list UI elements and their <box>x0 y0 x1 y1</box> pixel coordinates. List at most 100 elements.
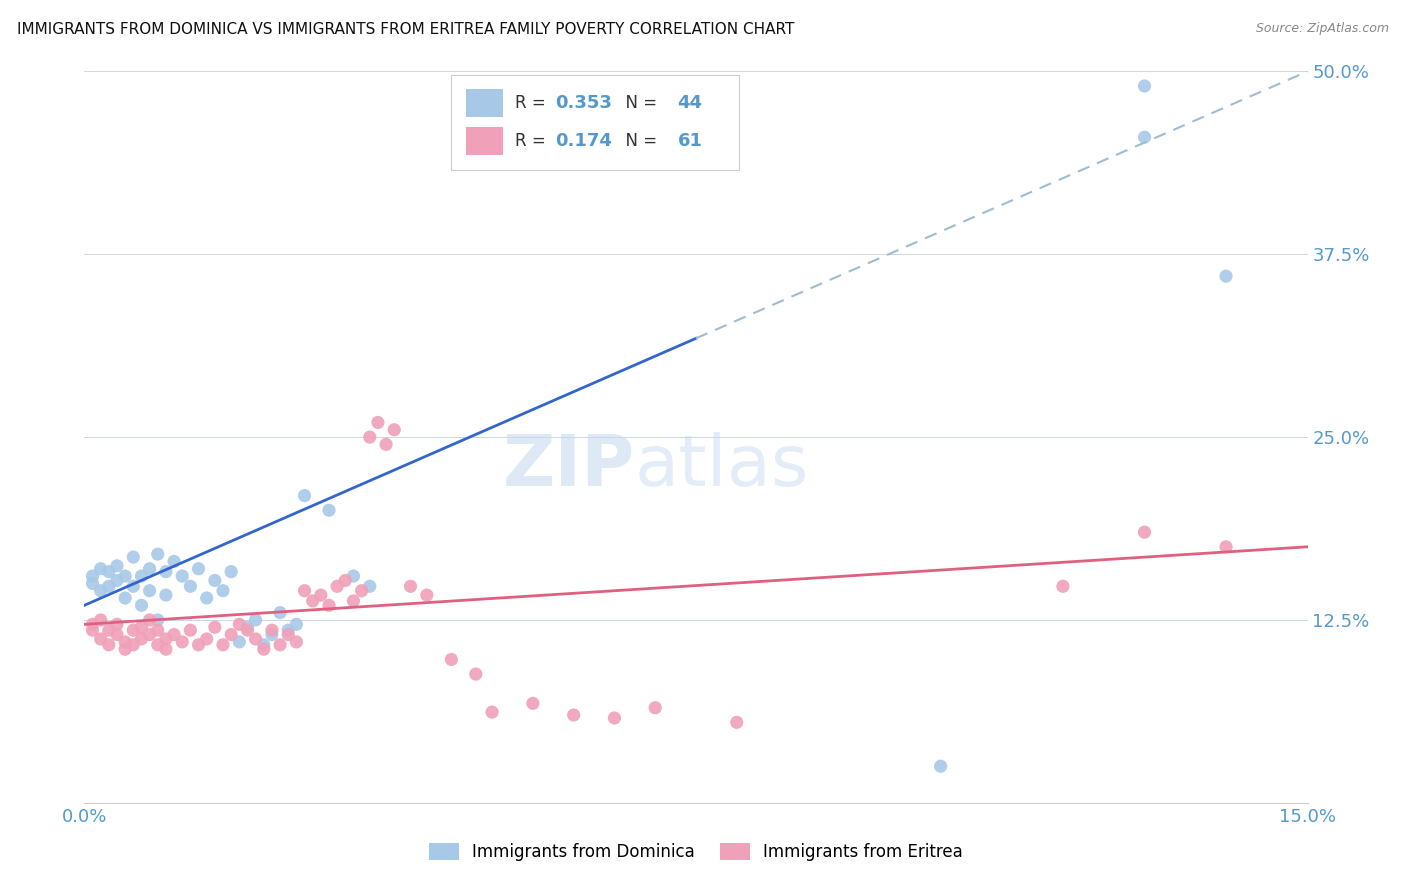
FancyBboxPatch shape <box>465 127 503 154</box>
Point <box>603 711 626 725</box>
Point <box>82 576 104 591</box>
Point <box>1215 540 1237 554</box>
Text: Source: ZipAtlas.com: Source: ZipAtlas.com <box>1256 22 1389 36</box>
Point <box>204 574 226 588</box>
Point <box>294 583 316 598</box>
Point <box>122 623 145 637</box>
Point <box>138 613 160 627</box>
Point <box>285 617 308 632</box>
Text: IMMIGRANTS FROM DOMINICA VS IMMIGRANTS FROM ERITREA FAMILY POVERTY CORRELATION C: IMMIGRANTS FROM DOMINICA VS IMMIGRANTS F… <box>17 22 794 37</box>
Point <box>172 635 194 649</box>
Point <box>253 638 276 652</box>
Point <box>155 632 177 646</box>
Point <box>562 708 585 723</box>
Point <box>382 423 405 437</box>
Point <box>522 696 544 710</box>
Point <box>122 579 145 593</box>
Point <box>359 430 381 444</box>
Point <box>294 489 316 503</box>
Point <box>90 632 112 646</box>
Point <box>929 759 952 773</box>
Point <box>97 565 120 579</box>
Point <box>219 627 242 641</box>
Point <box>219 565 242 579</box>
Point <box>179 579 201 593</box>
Point <box>90 613 112 627</box>
Text: R =: R = <box>515 94 551 112</box>
Text: N =: N = <box>616 132 662 150</box>
Point <box>204 620 226 634</box>
Point <box>82 623 104 637</box>
Point <box>342 569 364 583</box>
Point <box>1133 78 1156 93</box>
Point <box>97 623 120 637</box>
Point <box>464 667 486 681</box>
Point <box>146 547 169 561</box>
Point <box>138 583 160 598</box>
Point <box>1052 579 1074 593</box>
Point <box>155 642 177 657</box>
Point <box>114 635 136 649</box>
Text: 61: 61 <box>678 132 703 150</box>
Point <box>277 627 299 641</box>
Point <box>131 599 153 613</box>
Point <box>399 579 422 593</box>
Point <box>146 623 169 637</box>
Point <box>114 569 136 583</box>
Point <box>187 562 209 576</box>
Point <box>114 642 136 657</box>
FancyBboxPatch shape <box>451 75 738 170</box>
Text: N =: N = <box>616 94 662 112</box>
Point <box>179 623 201 637</box>
Point <box>350 583 373 598</box>
Point <box>1215 269 1237 284</box>
Point <box>725 715 748 730</box>
Point <box>114 591 136 605</box>
Point <box>138 627 160 641</box>
Point <box>440 652 463 666</box>
Text: 44: 44 <box>678 94 703 112</box>
Point <box>82 617 104 632</box>
Point <box>1133 130 1156 145</box>
Point <box>122 549 145 564</box>
Point <box>228 635 250 649</box>
Text: ZIP: ZIP <box>502 432 636 500</box>
Point <box>187 638 209 652</box>
Point <box>309 588 332 602</box>
Point <box>335 574 357 588</box>
Point <box>131 632 153 646</box>
Point <box>367 416 389 430</box>
Point <box>416 588 439 602</box>
Point <box>359 579 381 593</box>
Point <box>481 705 503 719</box>
Point <box>82 569 104 583</box>
Legend: Immigrants from Dominica, Immigrants from Eritrea: Immigrants from Dominica, Immigrants fro… <box>422 836 970 868</box>
Point <box>236 620 259 634</box>
Point <box>318 503 340 517</box>
Point <box>105 617 128 632</box>
Point <box>163 554 186 568</box>
Point <box>146 613 169 627</box>
Point <box>277 623 299 637</box>
Point <box>253 642 276 657</box>
Point <box>260 627 283 641</box>
Point <box>326 579 349 593</box>
Text: 0.353: 0.353 <box>555 94 612 112</box>
Point <box>269 606 291 620</box>
Point <box>146 638 169 652</box>
Point <box>236 623 259 637</box>
Point <box>155 565 177 579</box>
Point <box>131 620 153 634</box>
Point <box>97 579 120 593</box>
Point <box>644 700 666 714</box>
Point <box>1133 525 1156 540</box>
Text: R =: R = <box>515 132 551 150</box>
Point <box>318 599 340 613</box>
Point <box>195 632 218 646</box>
Point <box>269 638 291 652</box>
Point <box>122 638 145 652</box>
Point <box>228 617 250 632</box>
Point <box>163 627 186 641</box>
Point <box>97 638 120 652</box>
Point <box>172 569 194 583</box>
